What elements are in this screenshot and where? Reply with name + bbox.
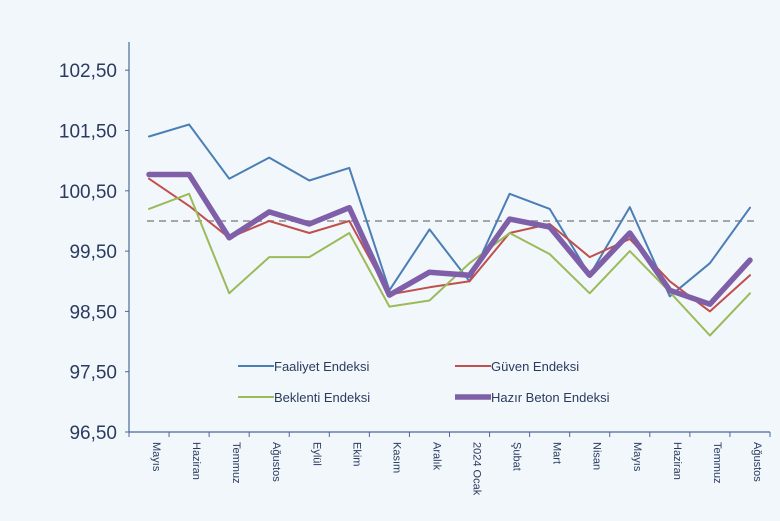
x-tick-label: Mayıs (150, 442, 162, 472)
legend-label: Güven Endeksi (491, 359, 579, 374)
y-tick-label: 102,50 (59, 61, 117, 82)
x-tick-label: Nisan (591, 442, 603, 470)
x-tick-label: 2024 Ocak (471, 442, 483, 496)
x-tick-label: Kasım (390, 442, 402, 473)
y-tick-label: 97,50 (69, 363, 117, 384)
x-tick-label: Ekim (350, 442, 362, 466)
legend-label: Faaliyet Endeksi (274, 359, 369, 374)
legend-label: Hazır Beton Endeksi (491, 390, 610, 405)
y-tick-label: 98,50 (69, 302, 117, 323)
series-line-beklenti-endeksi (148, 192, 751, 337)
x-tick-label: Temmuz (230, 442, 242, 484)
x-tick-label: Ağustos (751, 442, 763, 482)
x-tick-label: Eylül (310, 442, 322, 466)
series-line-guven-endeksi (148, 177, 751, 313)
x-tick-label: Haziran (671, 442, 683, 480)
legend-label: Beklenti Endeksi (274, 390, 370, 405)
x-tick-label: Mart (551, 442, 563, 464)
x-tick-label: Şubat (511, 442, 523, 471)
x-tick-label: Mayıs (631, 442, 643, 472)
x-tick-label: Ağustos (270, 442, 282, 482)
x-tick-label: Haziran (190, 442, 202, 480)
series-line-hazir-beton-endeksi (146, 171, 753, 307)
y-tick-label: 101,50 (59, 122, 117, 143)
series-line-faaliyet-endeksi (148, 123, 751, 298)
y-tick-label: 96,50 (69, 423, 117, 444)
y-tick-label: 99,50 (69, 242, 117, 263)
x-tick-label: Temmuz (711, 442, 723, 484)
x-tick-label: Aralık (430, 442, 442, 471)
y-tick-label: 100,50 (59, 182, 117, 203)
